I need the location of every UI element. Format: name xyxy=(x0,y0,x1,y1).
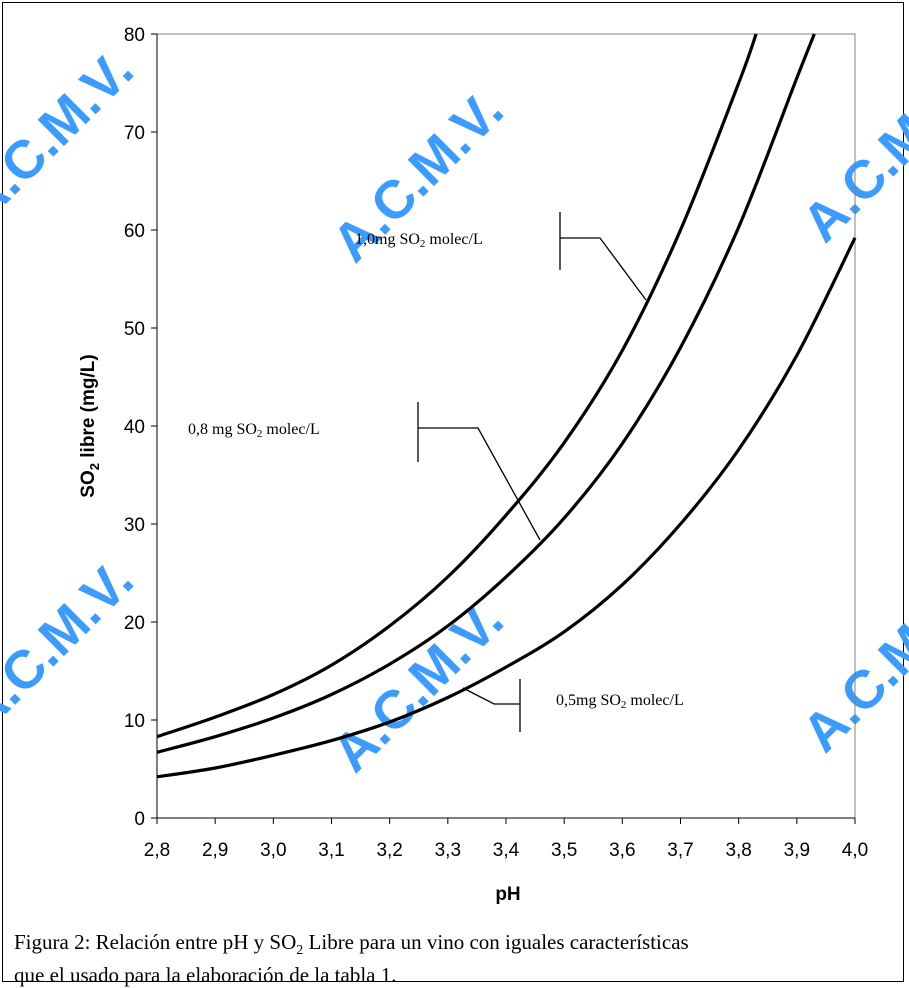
x-tick-label: 3,9 xyxy=(784,840,810,861)
caption-line1-sub: 2 xyxy=(296,943,304,959)
x-tick-label: 3,4 xyxy=(493,840,520,861)
series-label-1: 1,0mg SO2 molec/L xyxy=(355,231,483,250)
x-tick-label: 3,5 xyxy=(551,840,577,861)
series-line-3 xyxy=(156,237,857,779)
y-tick-label: 10 xyxy=(124,711,145,732)
x-tick-label: 2,9 xyxy=(202,840,228,861)
x-tick-label: 3,0 xyxy=(260,840,286,861)
caption-line1-post: Libre para un vino con iguales caracterí… xyxy=(303,930,689,954)
y-tick-label: 30 xyxy=(124,515,145,536)
y-tick-label: 60 xyxy=(124,221,145,242)
y-tick-label: 80 xyxy=(124,25,145,46)
x-tick-label: 3,7 xyxy=(667,840,693,861)
watermarks: A.C.M.V. A.C.M.V. A.C.M.V. A.C.M.V. A.C.… xyxy=(0,40,909,784)
annotation-leaders xyxy=(417,212,647,732)
leader-line-2 xyxy=(418,427,541,541)
x-axis-title: pH xyxy=(495,884,520,905)
series-group xyxy=(156,33,857,779)
y-axis-title: SO2 libre (mg/L) xyxy=(78,354,102,497)
series-label-2-post: molec/L xyxy=(262,421,319,438)
caption-line1-pre: Figura 2: Relación entre pH y SO xyxy=(14,930,297,954)
series-line-1 xyxy=(156,33,758,739)
series-label-1-pre: 1,0mg SO xyxy=(355,231,420,248)
y-tick-label: 0 xyxy=(134,809,145,830)
series-label-3: 0,5mg SO2 molec/L xyxy=(556,692,684,711)
figure-caption: Figura 2: Relación entre pH y SO2 Libre … xyxy=(14,930,884,988)
leader-line-1 xyxy=(560,237,647,301)
series-label-3-pre: 0,5mg SO xyxy=(556,692,621,709)
watermark-3: A.C.M.V. xyxy=(791,60,909,254)
y-ticks: 0 10 20 30 40 50 60 70 80 xyxy=(124,25,157,830)
y-tick-label: 20 xyxy=(124,613,145,634)
x-tick-label: 3,2 xyxy=(376,840,402,861)
series-label-3-post: molec/L xyxy=(626,692,683,709)
series-line-2 xyxy=(156,33,816,754)
series-label-1-sub: 2 xyxy=(420,238,426,250)
x-tick-label: 3,1 xyxy=(318,840,344,861)
x-tick-label: 4,0 xyxy=(842,840,868,861)
x-ticks: 2,8 2,9 3,0 3,1 3,2 3,3 3,4 3,5 3,6 3,7 3,8 3,9 4,0 xyxy=(144,818,868,861)
series-label-1-post: molec/L xyxy=(425,231,482,248)
series-label-3-sub: 2 xyxy=(621,699,627,711)
x-tick-label: 3,8 xyxy=(725,840,751,861)
series-label-2-sub: 2 xyxy=(257,428,263,440)
series-label-2-pre: 0,8 mg SO xyxy=(188,421,257,438)
x-tick-label: 3,3 xyxy=(435,840,461,861)
y-tick-label: 70 xyxy=(124,123,145,144)
leader-line-3 xyxy=(462,687,520,705)
x-tick-label: 3,6 xyxy=(609,840,635,861)
y-axis-title-rest: libre (mg/L) xyxy=(78,354,99,463)
watermark-6: A.C.M.V. xyxy=(791,570,909,764)
y-axis-title-main: SO xyxy=(78,470,99,497)
x-tick-label: 2,8 xyxy=(144,840,170,861)
y-tick-label: 50 xyxy=(124,319,145,340)
caption-line2: que el usado para la elaboración de la t… xyxy=(14,963,397,988)
y-axis-title-sub: 2 xyxy=(87,463,102,470)
y-tick-label: 40 xyxy=(124,417,145,438)
series-label-2: 0,8 mg SO2 molec/L xyxy=(188,421,320,440)
